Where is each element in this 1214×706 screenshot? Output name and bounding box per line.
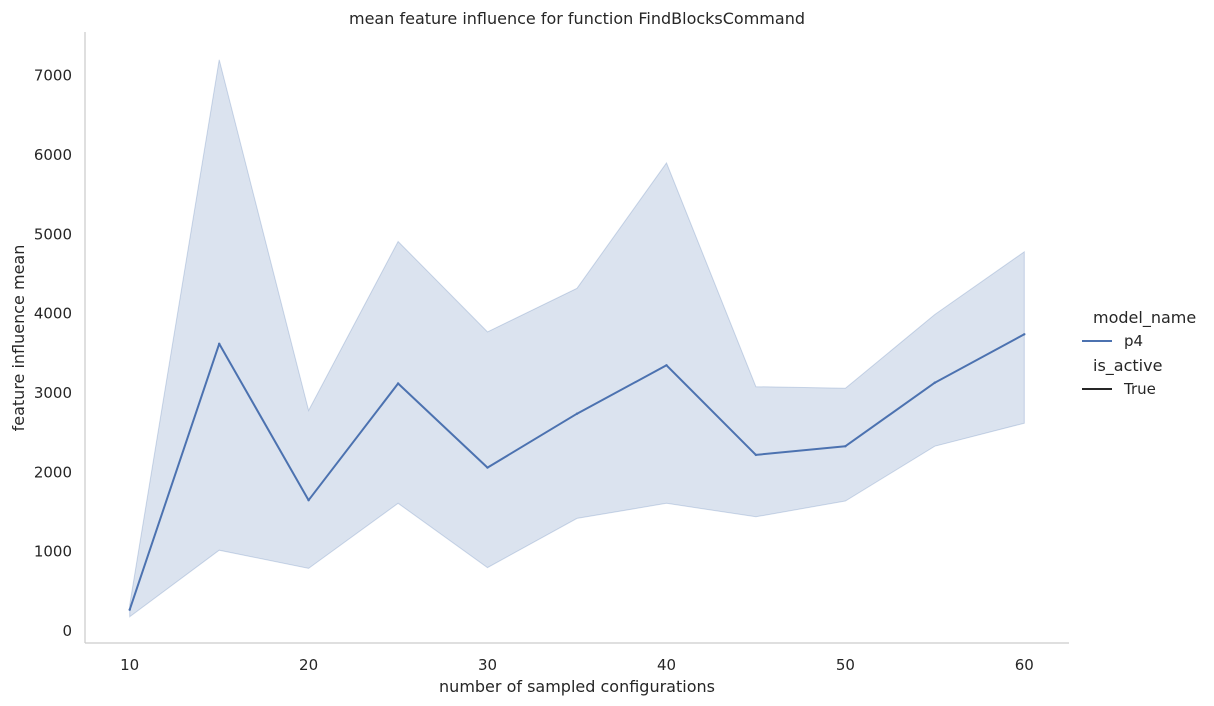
x-tick-label-60: 60 — [1015, 656, 1034, 674]
x-tick-labels: 10 20 30 40 50 60 — [120, 656, 1034, 674]
y-axis-title: feature influence mean — [9, 245, 28, 432]
data-point-p4-55 — [933, 381, 936, 384]
x-tick-label-30: 30 — [478, 656, 497, 674]
data-point-p4-15 — [218, 342, 221, 345]
data-point-p4-45 — [754, 453, 758, 457]
y-tick-labels: 0 1000 2000 3000 4000 5000 6000 7000 — [34, 67, 72, 640]
chart-title: mean feature influence for function Find… — [349, 9, 805, 28]
legend: model_name p4 is_active True — [1082, 308, 1196, 398]
y-tick-label-1000: 1000 — [34, 543, 72, 561]
data-point-p4-40 — [665, 364, 668, 367]
y-tick-label-4000: 4000 — [34, 305, 72, 323]
y-tick-label-5000: 5000 — [34, 225, 72, 243]
data-point-p4-35 — [575, 412, 579, 415]
x-tick-label-20: 20 — [299, 656, 318, 674]
confidence-band-layer — [129, 59, 1025, 618]
x-axis-title: number of sampled configurations — [439, 677, 715, 696]
confidence-band-p4 — [129, 59, 1025, 618]
y-tick-label-3000: 3000 — [34, 384, 72, 402]
x-tick-label-50: 50 — [836, 656, 855, 674]
series-line-layer — [128, 333, 1026, 611]
x-tick-label-10: 10 — [120, 656, 139, 674]
y-tick-label-7000: 7000 — [34, 67, 72, 85]
x-tick-label-40: 40 — [657, 656, 676, 674]
data-point-p4-10 — [128, 608, 131, 611]
data-point-p4-50 — [844, 445, 847, 448]
y-tick-label-6000: 6000 — [34, 146, 72, 164]
data-point-p4-60 — [1023, 333, 1026, 336]
legend-hue-title: model_name — [1093, 308, 1196, 328]
y-tick-label-2000: 2000 — [34, 463, 72, 481]
data-point-p4-25 — [396, 382, 400, 385]
data-point-p4-20 — [307, 499, 310, 502]
y-tick-label-0: 0 — [62, 622, 72, 640]
data-point-p4-30 — [486, 466, 489, 469]
legend-p4-label: p4 — [1124, 332, 1143, 350]
legend-style-title: is_active — [1093, 356, 1162, 376]
legend-true-label: True — [1123, 380, 1156, 398]
